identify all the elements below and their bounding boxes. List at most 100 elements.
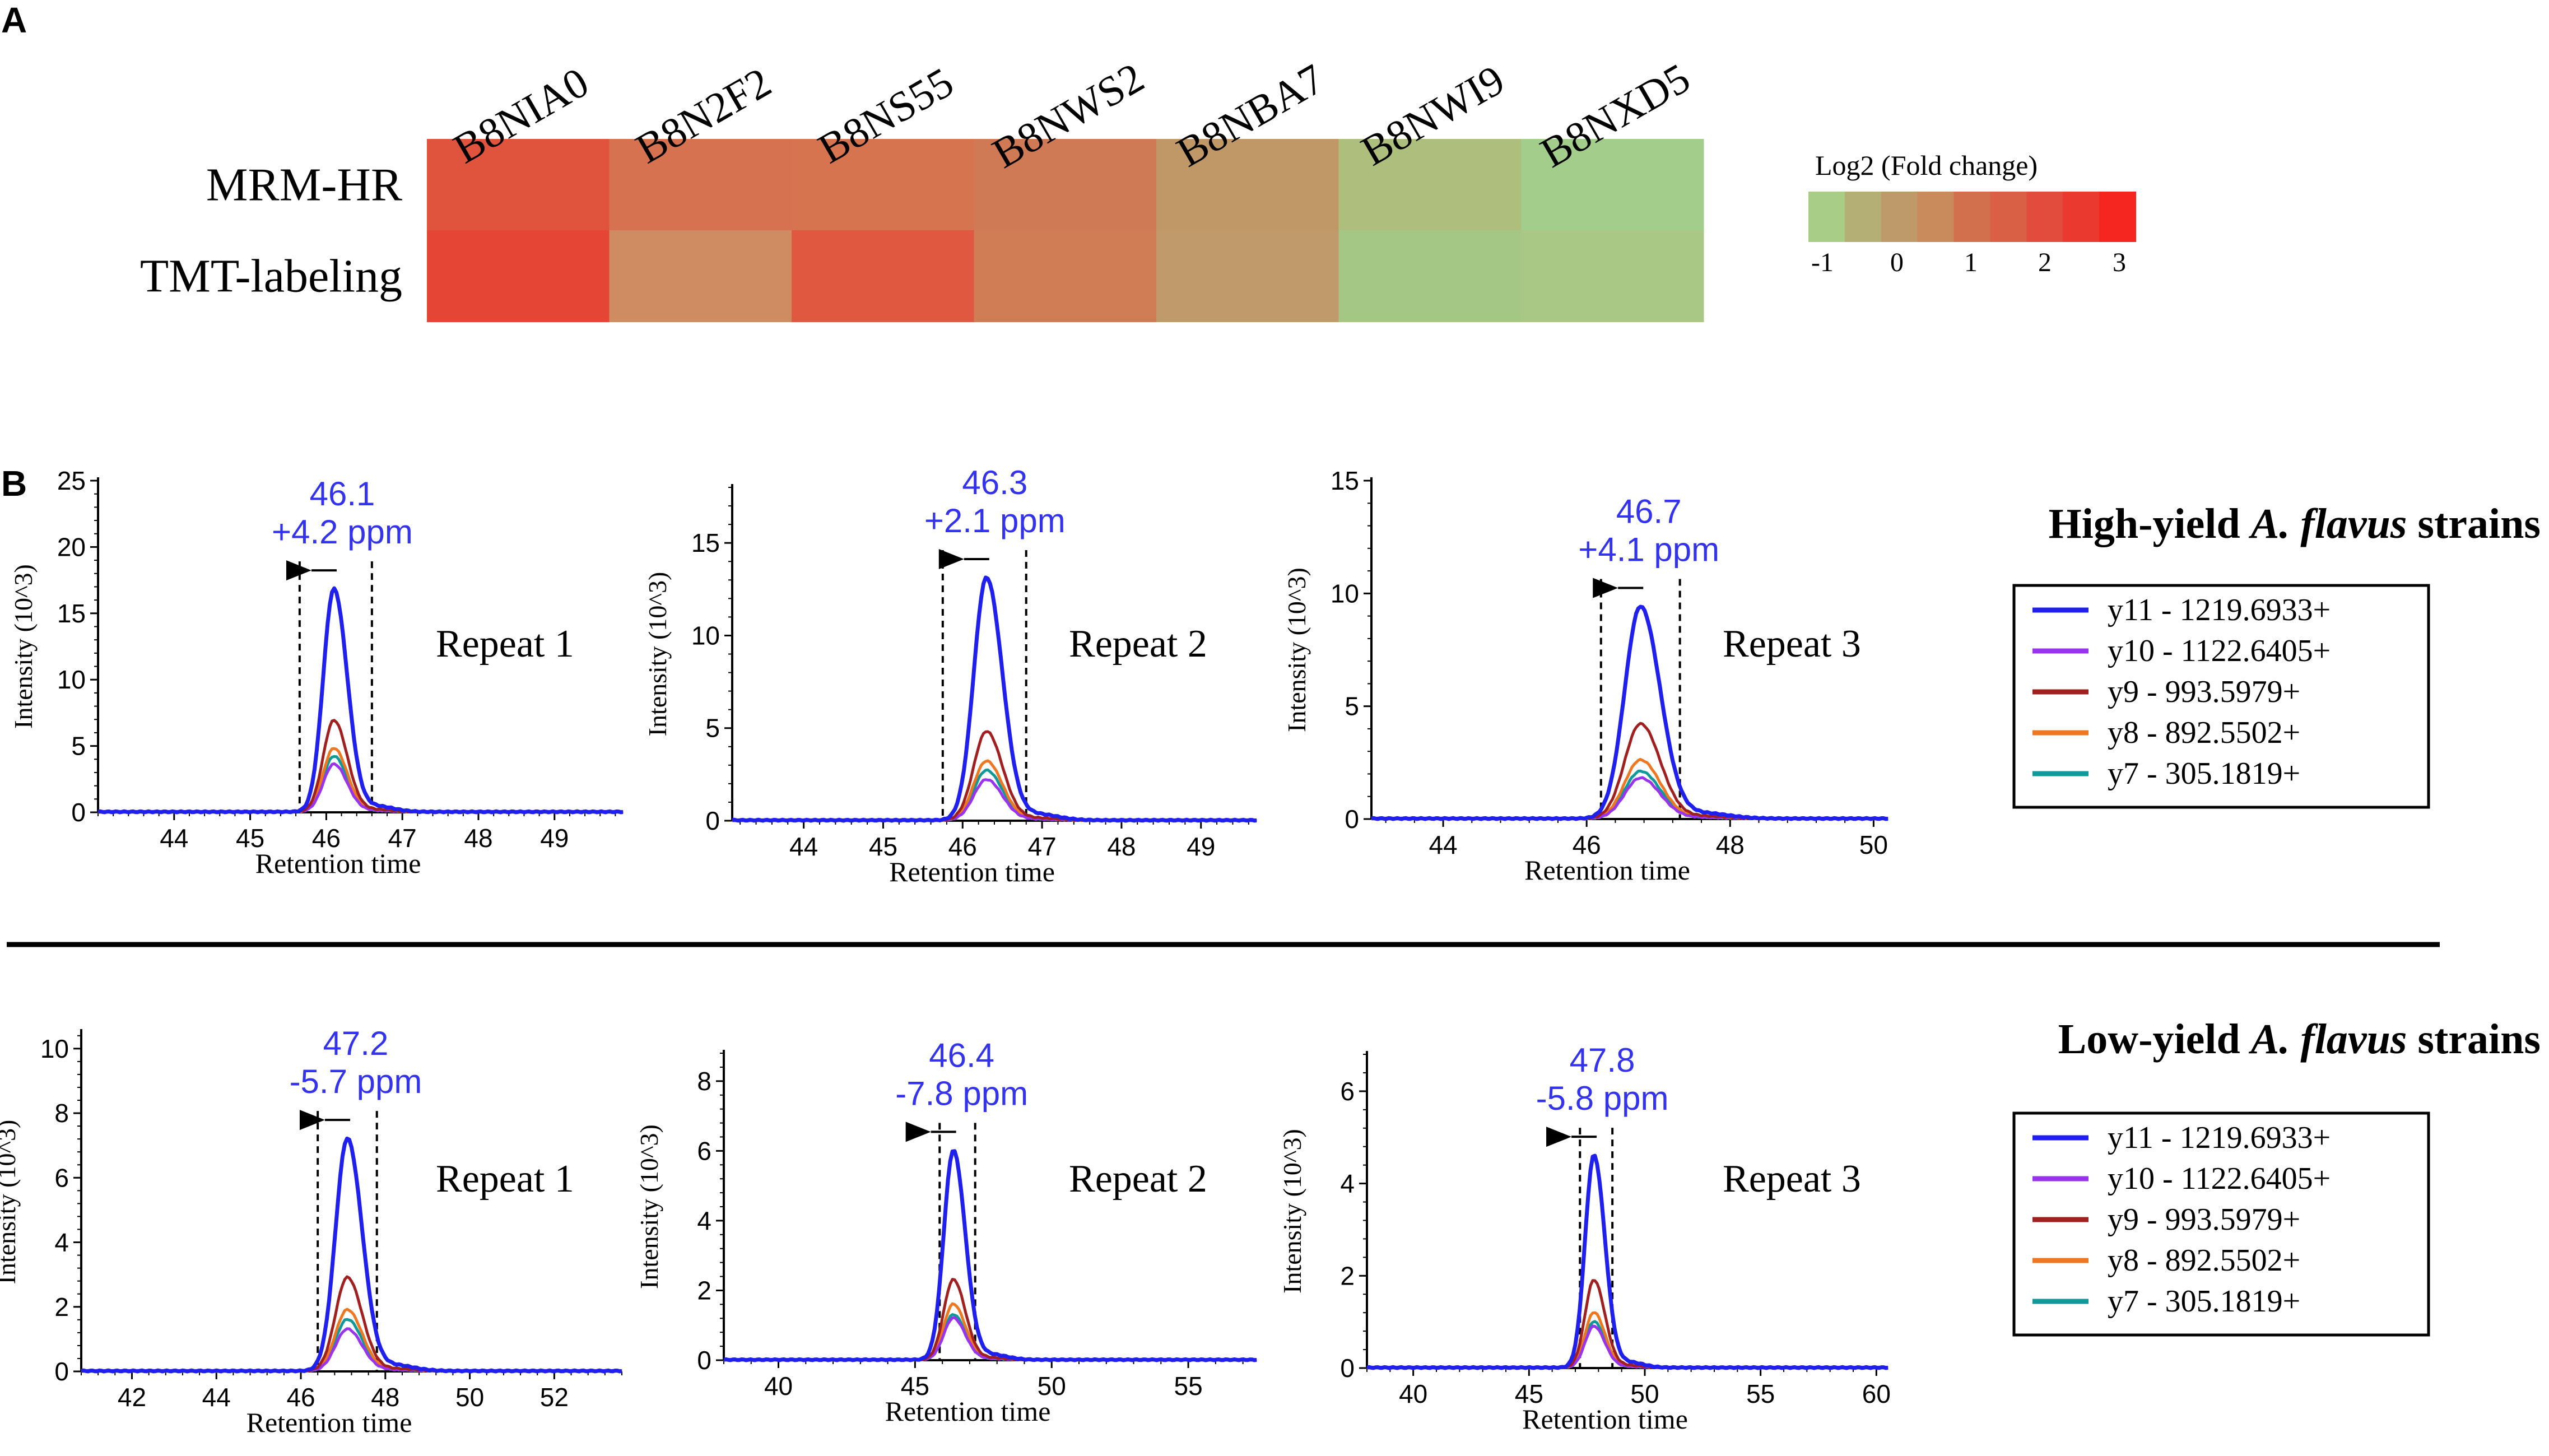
y-tick-label: 4 (697, 1206, 711, 1235)
trace-line (1371, 757, 1889, 821)
peak-rt-label: 47.2 (323, 1025, 389, 1062)
x-tick-label: 52 (540, 1383, 569, 1412)
legend-label: y8 - 892.5502+ (2108, 715, 2300, 750)
x-tick-label: 50 (1630, 1379, 1659, 1408)
x-tick-label: 45 (1515, 1379, 1543, 1408)
x-tick-label: 45 (869, 832, 897, 861)
heatmap-legend-swatches (1808, 192, 2136, 242)
x-tick-label: 55 (1746, 1379, 1775, 1408)
low-yield-title: Low-yield A. flavus strains (2058, 1016, 2541, 1063)
heatmap-legend-swatch (2063, 192, 2100, 242)
y-tick-label: 5 (71, 732, 86, 761)
y-tick-label: 5 (1345, 692, 1359, 721)
legend-label: y7 - 305.1819+ (2108, 1284, 2300, 1319)
heatmap-cell (427, 230, 610, 322)
y-axis-title: Intensity (10^3) (1282, 567, 1311, 732)
y-tick-label: 2 (1340, 1261, 1355, 1290)
trace-line (81, 1136, 622, 1374)
heatmap-legend-swatch (1808, 192, 1845, 242)
x-axis-title: Retention time (246, 1407, 412, 1438)
trace-line (1371, 604, 1889, 821)
chromatogram-plot: 0 5 10 15 44 46 48 50 Retention time Intensity (1… (1282, 466, 1889, 886)
trace-line (81, 1275, 622, 1373)
x-tick-label: 46 (1573, 830, 1601, 859)
legend-label: y11 - 1219.6933+ (2108, 593, 2331, 627)
transition-legend-high: y11 - 1219.6933+ y10 - 1122.6405+ y9 - 993… (2012, 584, 2430, 809)
y-tick-label: 0 (705, 806, 720, 835)
peak-ppm-label: +4.1 ppm (1578, 531, 1719, 568)
repeat-label: Repeat 1 (436, 622, 574, 666)
peak-ppm-label: -5.8 ppm (1536, 1080, 1669, 1117)
heatmap-legend-swatch (1953, 192, 1991, 242)
x-tick-label: 45 (236, 824, 264, 853)
legend-box (2012, 1111, 2430, 1337)
x-axis-title: Retention time (255, 848, 421, 879)
x-tick-label: 47 (388, 824, 417, 853)
legend-label: y10 - 1122.6405+ (2108, 634, 2331, 668)
trace-line (97, 586, 624, 815)
heatmap-cell (792, 230, 975, 322)
peak-flag-marker (938, 548, 964, 569)
heatmap-legend-swatch (1990, 192, 2027, 242)
y-axis-title: Intensity (10^3) (1278, 1129, 1306, 1294)
y-tick-label: 5 (705, 714, 720, 743)
trace-line (1371, 769, 1889, 821)
heatmap-legend-ticks: -1 0 1 2 3 (1811, 248, 2126, 277)
peak-flag-marker (299, 1110, 325, 1131)
heatmap-row-label: TMT-labeling (140, 250, 402, 303)
y-tick-label: 10 (57, 665, 86, 694)
x-tick-label: 48 (371, 1383, 399, 1412)
y-tick-label: 6 (1340, 1077, 1355, 1106)
panel-a-label: A (1, 0, 27, 40)
y-tick-label: 8 (54, 1099, 69, 1128)
heatmap-row-label: MRM-HR (206, 159, 402, 211)
x-tick-label: 40 (764, 1371, 793, 1401)
transition-legend-low: y11 - 1219.6933+ y10 - 1122.6405+ y9 - 993… (2012, 1111, 2430, 1337)
x-tick-label: 49 (1187, 832, 1215, 861)
heatmap-legend-swatch (1844, 192, 1882, 242)
heatmap-legend-swatch (2026, 192, 2064, 242)
y-axis-title: Intensity (10^3) (635, 1124, 663, 1289)
peak-ppm-label: +4.2 ppm (272, 513, 413, 551)
panel-b-label: B (1, 463, 27, 504)
heatmap: B8NIA0 B8N2F2 B8NS55 B8NWS2 B8NBA7 B8NWI9 B8NX… (140, 54, 1704, 322)
trace-line (723, 1278, 1257, 1362)
chromatogram-plot: 0 2 4 6 8 40 45 50 55 Retention time Intensity (10… (635, 1036, 1257, 1427)
heatmap-cell (792, 139, 975, 231)
trace-line (732, 575, 1257, 823)
y-tick-label: 10 (40, 1034, 69, 1063)
trace-line (732, 759, 1257, 822)
y-tick-label: 15 (691, 528, 720, 557)
y-tick-label: 10 (1331, 579, 1359, 608)
peak-rt-label: 47.8 (1570, 1041, 1635, 1079)
x-tick-label: 48 (1716, 830, 1745, 859)
repeat-label: Repeat 2 (1069, 1157, 1207, 1201)
peak-flag-marker (286, 560, 311, 581)
y-tick-label: 8 (697, 1067, 711, 1096)
trace-line (81, 1318, 622, 1373)
y-tick-label: 4 (54, 1228, 69, 1257)
heatmap-legend-tick: 2 (2038, 248, 2052, 277)
heatmap-cell (1156, 139, 1339, 231)
peak-ppm-label: -5.7 ppm (290, 1063, 422, 1100)
legend-box (2012, 584, 2430, 809)
peak-rt-label: 46.7 (1616, 492, 1682, 530)
heatmap-cell (427, 139, 610, 231)
x-tick-label: 47 (1028, 832, 1057, 861)
legend-label: y9 - 993.5979+ (2108, 674, 2300, 709)
chromatogram-plot: 0 5 10 15 20 25 44 45 46 47 48 49 Retention time Inte… (9, 466, 624, 879)
y-tick-label: 20 (57, 532, 86, 561)
x-tick-label: 44 (160, 824, 188, 853)
x-tick-label: 50 (1038, 1371, 1066, 1401)
x-tick-label: 45 (901, 1371, 929, 1401)
peak-flag-marker (905, 1122, 931, 1142)
x-tick-label: 60 (1862, 1379, 1891, 1408)
repeat-label: Repeat 1 (436, 1157, 574, 1201)
trace-line (81, 1327, 622, 1373)
x-tick-label: 44 (202, 1383, 231, 1412)
legend-label: y11 - 1219.6933+ (2108, 1120, 2331, 1155)
peak-rt-label: 46.3 (962, 464, 1027, 501)
x-tick-label: 46 (312, 824, 341, 853)
trace-line (81, 1308, 622, 1373)
